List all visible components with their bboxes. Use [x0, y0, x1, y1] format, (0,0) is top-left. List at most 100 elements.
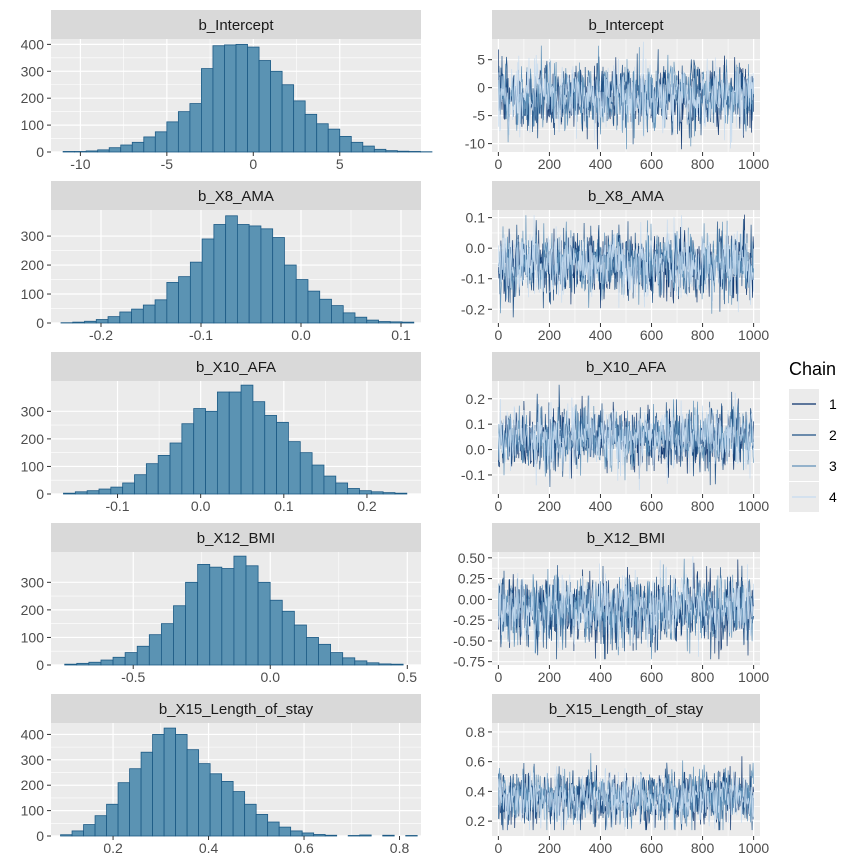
x-tick-label: 200 [538, 498, 562, 514]
facet-strip [492, 523, 760, 552]
facet-strip-label: b_X12_BMI [587, 530, 665, 547]
histogram-bar [83, 824, 96, 837]
histogram-bar [122, 482, 135, 495]
facet-strip [492, 181, 760, 210]
x-tick-label: 1000 [738, 840, 769, 856]
trace-line-chain-4 [498, 392, 754, 491]
histogram-bar [318, 643, 332, 666]
histogram-bar [143, 136, 156, 153]
x-tick-label: 200 [538, 327, 562, 343]
histogram-bar [255, 814, 269, 837]
histogram-bar [212, 45, 225, 153]
histogram-bar [347, 835, 361, 837]
histogram-bar [323, 475, 337, 495]
x-tick-label: 800 [691, 156, 715, 172]
y-tick-label: 100 [21, 117, 45, 133]
legend-label: 1 [829, 396, 837, 412]
y-tick-label: 200 [21, 431, 45, 447]
histogram-bar [131, 308, 144, 324]
histogram-bar [270, 70, 283, 153]
y-tick-label: 0.4 [466, 783, 486, 799]
facet-panel-9: b_X15_Length_of_stay 0 200 400 600 800 1000 0.2… [466, 694, 769, 856]
facet-strip [51, 352, 421, 381]
x-tick-label: 0 [494, 156, 502, 172]
histogram-bar [327, 128, 341, 153]
x-tick-label: 800 [691, 840, 715, 856]
histogram-bar [354, 316, 368, 324]
histogram-bar [154, 299, 168, 324]
histogram-bar [148, 634, 162, 666]
histogram-bar [385, 150, 398, 153]
histogram-bar [366, 662, 380, 666]
y-tick-label: 0 [36, 828, 44, 844]
y-tick-label: -0.2 [461, 301, 485, 317]
histogram-bar [370, 491, 384, 495]
histogram-bar [362, 145, 375, 153]
x-tick-label: 200 [538, 840, 562, 856]
x-tick-label: 0 [249, 156, 257, 172]
histogram-bar [304, 113, 318, 153]
histogram-bar [331, 305, 344, 324]
y-tick-label: -0.1 [461, 271, 485, 287]
y-tick-label: 0 [36, 486, 44, 502]
y-tick-label: 300 [21, 752, 45, 768]
x-tick-label: 600 [640, 156, 664, 172]
x-tick-label: -0.5 [121, 669, 145, 685]
histogram-bar [189, 103, 202, 153]
histogram-bar [197, 564, 211, 666]
histogram-bar [311, 464, 325, 495]
x-tick-label: 1000 [738, 156, 769, 172]
histogram-bar [185, 581, 199, 666]
histogram-bar [154, 131, 168, 153]
x-tick-label: 0.4 [199, 840, 219, 856]
facet-panel-6: b_X12_BMI -0.5 0.0 0.5 0 100 200 300 [21, 523, 421, 685]
histogram-bar [293, 100, 306, 153]
y-tick-label: 0 [36, 315, 44, 331]
facet-strip [492, 694, 760, 723]
histogram-bar [94, 815, 107, 837]
histogram-bar [142, 304, 156, 324]
x-tick-label: 0.8 [390, 840, 410, 856]
legend-label: 3 [829, 458, 837, 474]
y-tick-label: 0 [36, 144, 44, 160]
y-tick-label: 300 [21, 228, 45, 244]
histogram-bar [359, 490, 372, 495]
histogram-bar [177, 111, 191, 153]
y-tick-label: 0.25 [458, 571, 485, 587]
x-tick-label: 400 [589, 327, 613, 343]
x-tick-label: 1000 [738, 327, 769, 343]
histogram-bar [347, 488, 360, 495]
histogram-bar [278, 826, 292, 837]
y-tick-label: 100 [21, 629, 45, 645]
x-tick-label: 200 [538, 669, 562, 685]
histogram-bar [339, 135, 352, 153]
x-tick-label: 1000 [738, 669, 769, 685]
trace-line-chain-3 [498, 215, 754, 314]
facet-strip-label: b_X15_Length_of_stay [549, 701, 704, 718]
histogram-bar [173, 605, 186, 666]
histogram-bar [106, 803, 119, 837]
histogram-bar [373, 148, 387, 153]
histogram-bar [248, 225, 262, 324]
histogram-bar [225, 215, 238, 324]
x-tick-label: 400 [589, 498, 613, 514]
x-tick-label: 0 [494, 327, 502, 343]
histogram-bar [269, 599, 283, 666]
histogram-bar [136, 645, 150, 666]
histogram-bar [324, 834, 338, 837]
y-tick-label: 0.0 [466, 442, 486, 458]
histogram-bar [382, 834, 395, 837]
histogram-bar [166, 282, 179, 324]
legend-label: 4 [829, 489, 837, 505]
x-tick-label: 600 [640, 327, 664, 343]
histogram-bar [244, 803, 257, 837]
histogram-bar [112, 656, 126, 666]
x-tick-label: 200 [538, 156, 562, 172]
x-tick-label: 800 [691, 498, 715, 514]
histogram-bar [290, 830, 303, 837]
facet-strip [51, 694, 421, 723]
trace-line-chain-3 [498, 753, 754, 831]
histogram-bar [281, 610, 295, 666]
facet-panel-7: b_X12_BMI 0 200 400 600 800 1000 -0.75 -0.50 -0.2… [453, 523, 769, 685]
histogram-bar [342, 312, 356, 324]
